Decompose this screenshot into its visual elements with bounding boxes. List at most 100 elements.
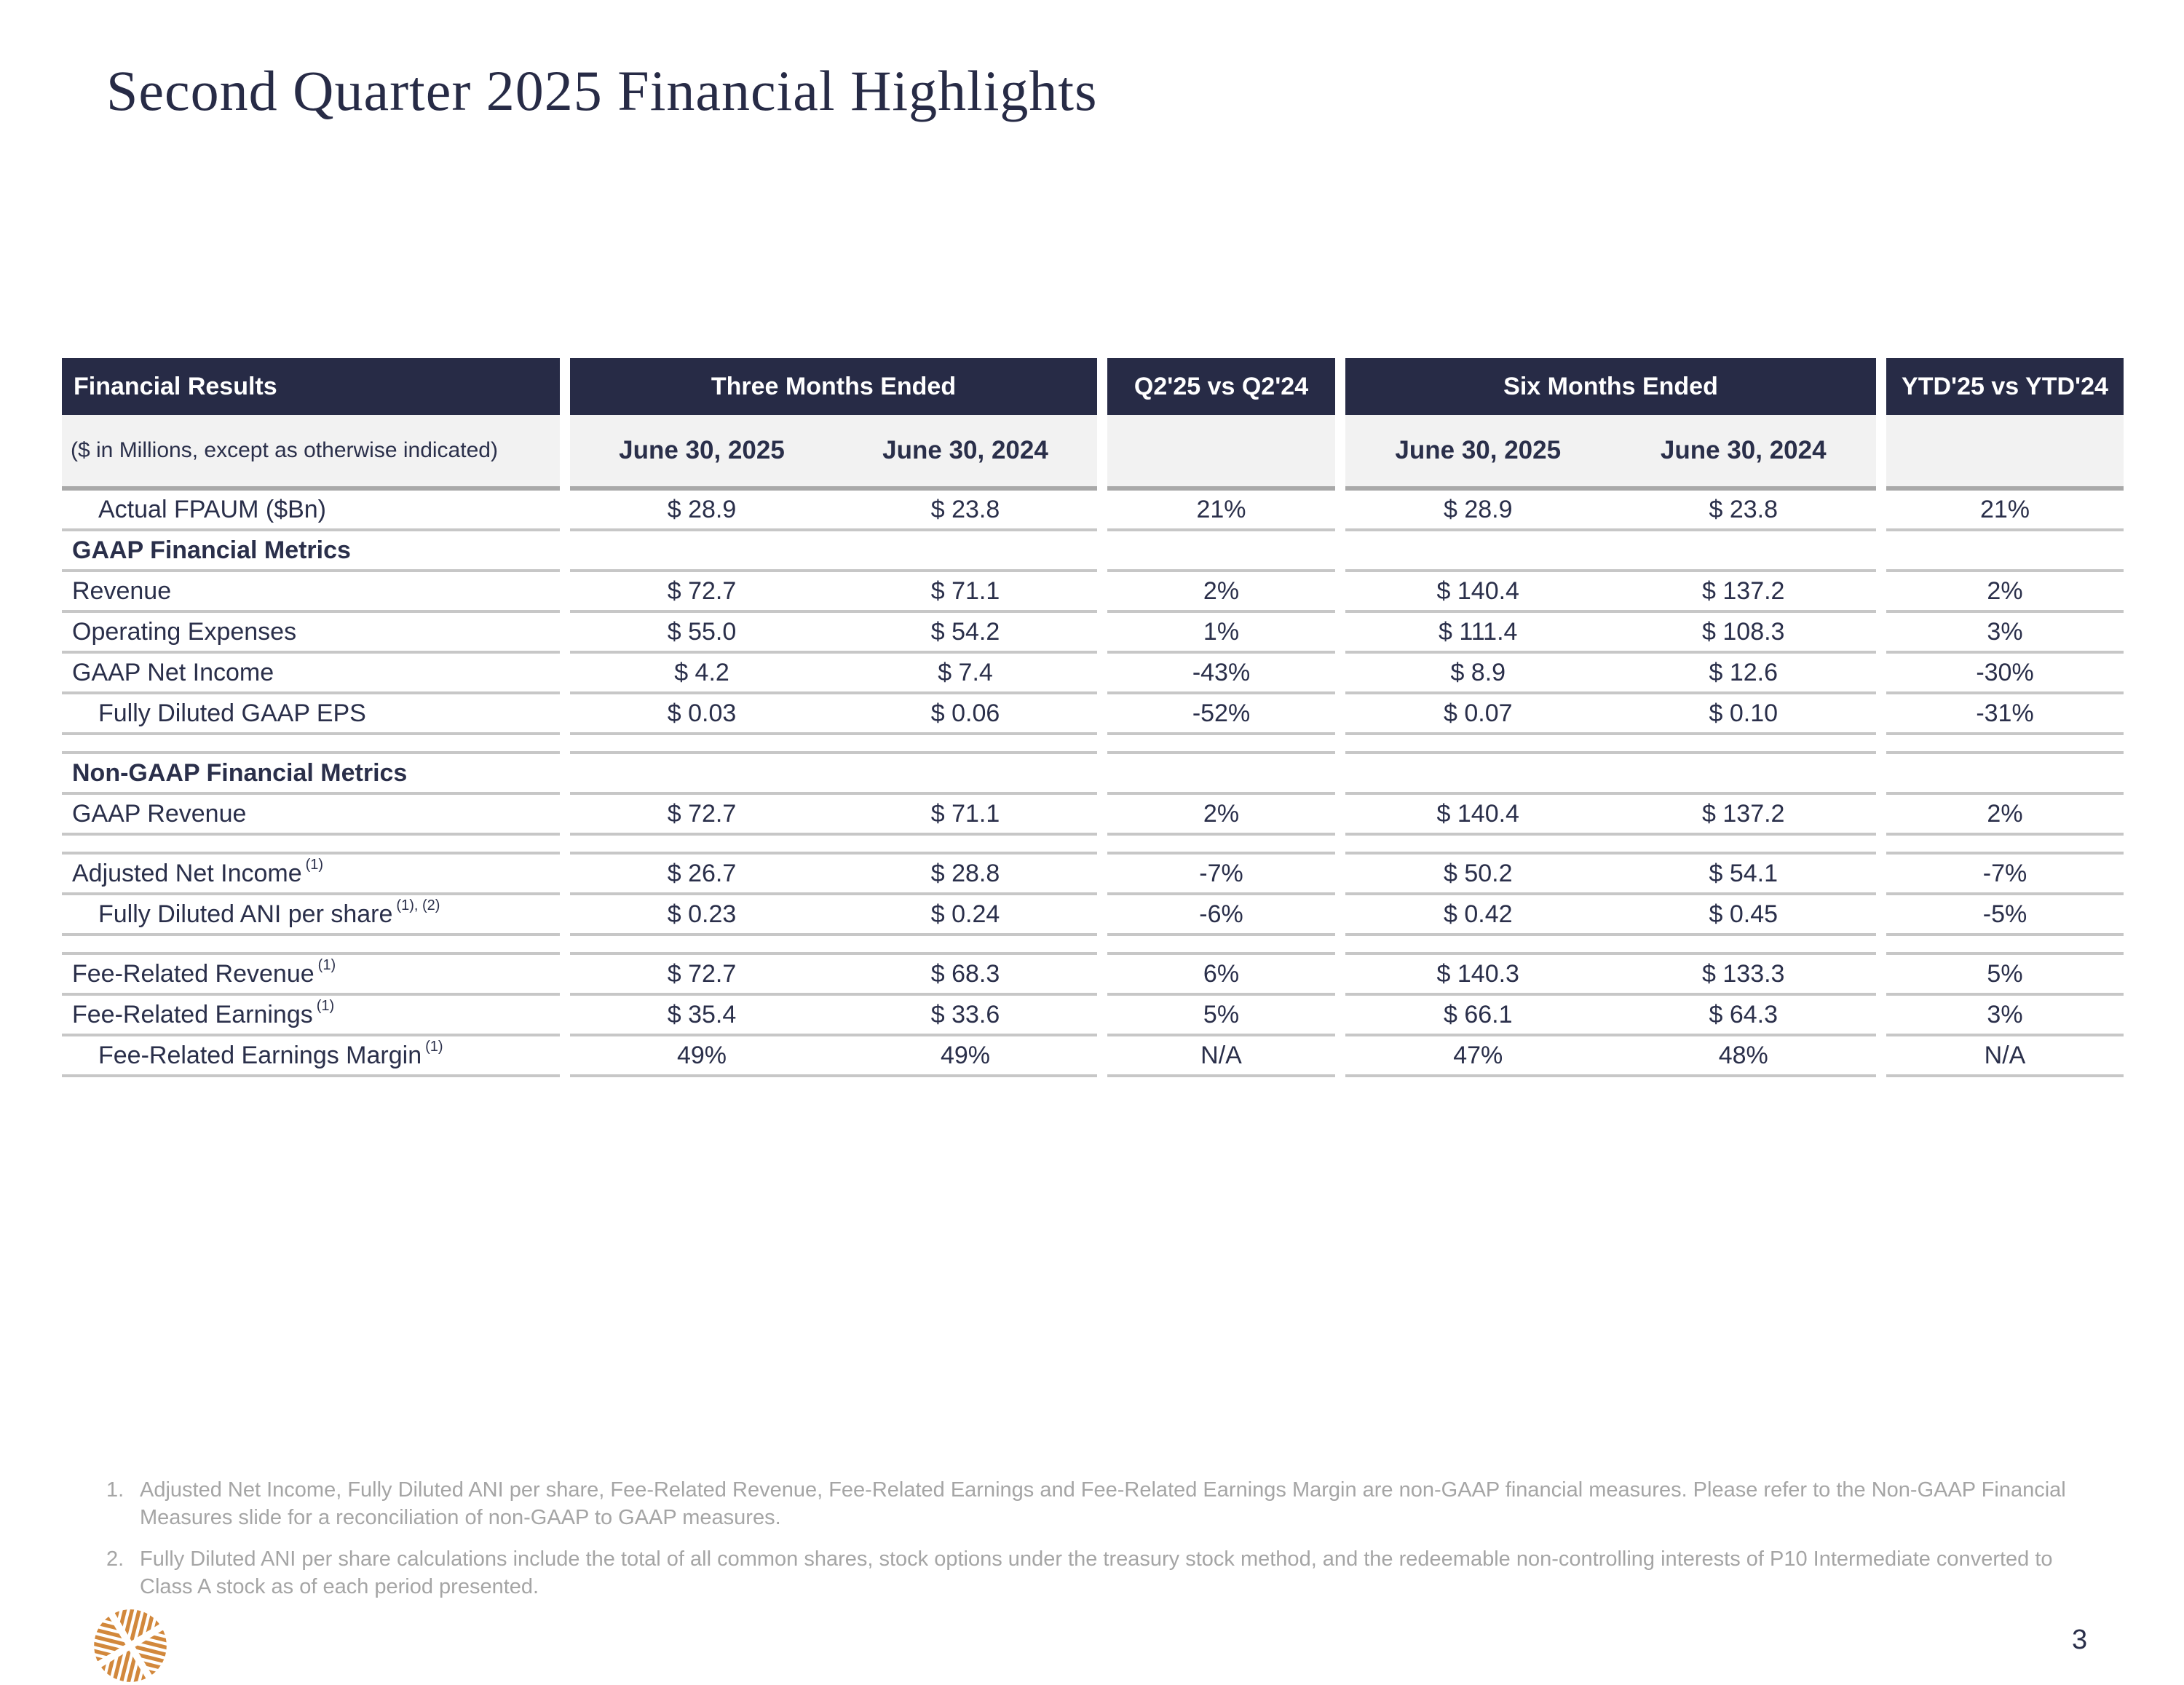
spacer-cell xyxy=(1107,836,1335,855)
three-months-values: $ 4.2 $ 7.4 xyxy=(570,654,1097,694)
empty-cell xyxy=(1886,531,2124,572)
footnote-ref: (1) xyxy=(425,1038,443,1055)
header-q2-comparison: Q2'25 vs Q2'24 xyxy=(1107,358,1335,415)
spacer-cell xyxy=(62,735,560,754)
six-months-values: $ 140.3 $ 133.3 xyxy=(1345,955,1876,996)
value-cell: $ 0.23 xyxy=(667,900,737,928)
empty-subheader-cell xyxy=(1107,415,1335,491)
pct-cell: -52% xyxy=(1107,694,1335,735)
section-label: Non-GAAP Financial Metrics xyxy=(62,754,560,795)
value-cell: $ 140.3 xyxy=(1436,959,1519,988)
table-row: Fully Diluted ANI per share (1), (2) $ 0.… xyxy=(62,895,2124,936)
financial-results-table: Financial Results Three Months Ended Q2'… xyxy=(62,358,2124,1077)
table-row: Fee-Related Earnings Margin (1) 49% 49% N/… xyxy=(62,1036,2124,1077)
section-label-text: Non-GAAP Financial Metrics xyxy=(72,758,408,787)
value-cell: $ 140.4 xyxy=(1436,799,1519,828)
value-cell: $ 7.4 xyxy=(938,658,993,686)
value-cell: $ 35.4 xyxy=(667,1000,737,1028)
column-date: June 30, 2024 xyxy=(1660,436,1827,464)
section-label: GAAP Financial Metrics xyxy=(62,531,560,572)
spacer-cell xyxy=(1107,936,1335,955)
pct-cell: 6% xyxy=(1107,955,1335,996)
six-months-values: $ 111.4 $ 108.3 xyxy=(1345,613,1876,654)
spacer-row xyxy=(62,936,2124,955)
header-three-months-ended: Three Months Ended xyxy=(570,358,1097,415)
three-months-values: $ 55.0 $ 54.2 xyxy=(570,613,1097,654)
spacer-cell xyxy=(570,735,1097,754)
pct-cell: -7% xyxy=(1886,855,2124,895)
table-row: GAAP Revenue $ 72.7 $ 71.1 2% $ 140.4 $ 13… xyxy=(62,795,2124,836)
value-cell: $ 0.42 xyxy=(1443,900,1513,928)
six-months-values: $ 140.4 $ 137.2 xyxy=(1345,795,1876,836)
spacer-cell xyxy=(1886,936,2124,955)
six-months-date-columns: June 30, 2025 June 30, 2024 xyxy=(1345,415,1876,491)
footnote-ref: (1) xyxy=(305,856,324,873)
empty-cell xyxy=(1345,754,1876,795)
footnote-ref: (1), (2) xyxy=(396,897,440,913)
pct-cell: -7% xyxy=(1107,855,1335,895)
value-cell: 48% xyxy=(1718,1041,1768,1069)
row-label-text: Revenue xyxy=(72,576,172,605)
pct-cell: -5% xyxy=(1886,895,2124,936)
column-date: June 30, 2025 xyxy=(1395,436,1562,464)
page-title: Second Quarter 2025 Financial Highlights xyxy=(106,59,1098,122)
value-cell: $ 133.3 xyxy=(1702,959,1785,988)
row-label: Revenue xyxy=(62,572,560,613)
pct-cell: -30% xyxy=(1886,654,2124,694)
pct-cell: 3% xyxy=(1886,996,2124,1036)
pct-cell: -6% xyxy=(1107,895,1335,936)
pct-cell: N/A xyxy=(1107,1036,1335,1077)
value-cell: $ 137.2 xyxy=(1702,576,1785,605)
row-label: Fee-Related Revenue (1) xyxy=(62,955,560,996)
pct-cell: 3% xyxy=(1886,613,2124,654)
value-cell: 49% xyxy=(676,1041,727,1069)
six-months-values: 47% 48% xyxy=(1345,1036,1876,1077)
row-label: Actual FPAUM ($Bn) xyxy=(62,491,560,531)
pct-cell: 5% xyxy=(1886,955,2124,996)
footnote-number: 1. xyxy=(106,1478,124,1502)
spacer-cell xyxy=(570,936,1097,955)
footnote-1: 1. Adjusted Net Income, Fully Diluted AN… xyxy=(106,1476,2086,1532)
value-cell: $ 71.1 xyxy=(930,799,1000,828)
row-label-text: Fully Diluted ANI per share xyxy=(98,900,393,928)
six-months-values: $ 8.9 $ 12.6 xyxy=(1345,654,1876,694)
pct-cell: 2% xyxy=(1107,572,1335,613)
row-label: Adjusted Net Income (1) xyxy=(62,855,560,895)
spacer-cell xyxy=(62,936,560,955)
table-row: Fee-Related Revenue (1) $ 72.7 $ 68.3 6% $… xyxy=(62,955,2124,996)
value-cell: $ 23.8 xyxy=(930,495,1000,523)
table-row: Fee-Related Earnings (1) $ 35.4 $ 33.6 5% … xyxy=(62,996,2124,1036)
value-cell: $ 68.3 xyxy=(930,959,1000,988)
page-number: 3 xyxy=(2072,1625,2088,1655)
table-header-row: Financial Results Three Months Ended Q2'… xyxy=(62,358,2124,415)
pct-cell: 5% xyxy=(1107,996,1335,1036)
empty-cell xyxy=(570,754,1097,795)
spacer-cell xyxy=(570,836,1097,855)
value-cell: $ 12.6 xyxy=(1709,658,1779,686)
empty-cell xyxy=(1345,531,1876,572)
value-cell: $ 28.8 xyxy=(930,859,1000,887)
value-cell: $ 28.9 xyxy=(1443,495,1513,523)
six-months-values: $ 50.2 $ 54.1 xyxy=(1345,855,1876,895)
row-label-text: GAAP Net Income xyxy=(72,658,274,686)
row-label-text: Operating Expenses xyxy=(72,617,297,646)
footnote-ref: (1) xyxy=(316,997,335,1014)
value-cell: $ 111.4 xyxy=(1439,617,1518,646)
value-cell: $ 0.24 xyxy=(930,900,1000,928)
column-date: June 30, 2024 xyxy=(882,436,1048,464)
value-cell: $ 0.10 xyxy=(1709,699,1779,727)
table-row: GAAP Net Income $ 4.2 $ 7.4 -43% $ 8.9 $ 1… xyxy=(62,654,2124,694)
row-label: GAAP Revenue xyxy=(62,795,560,836)
value-cell: $ 54.1 xyxy=(1709,859,1779,887)
p10-starburst-logo-icon xyxy=(92,1607,169,1684)
value-cell: $ 23.8 xyxy=(1709,495,1779,523)
three-months-values: $ 72.7 $ 68.3 xyxy=(570,955,1097,996)
pct-cell: 21% xyxy=(1107,491,1335,531)
footnotes: 1. Adjusted Net Income, Fully Diluted AN… xyxy=(106,1476,2086,1601)
table-row: Adjusted Net Income (1) $ 26.7 $ 28.8 -7% … xyxy=(62,855,2124,895)
six-months-values: $ 28.9 $ 23.8 xyxy=(1345,491,1876,531)
pct-cell: -43% xyxy=(1107,654,1335,694)
spacer-row xyxy=(62,836,2124,855)
pct-cell: N/A xyxy=(1886,1036,2124,1077)
